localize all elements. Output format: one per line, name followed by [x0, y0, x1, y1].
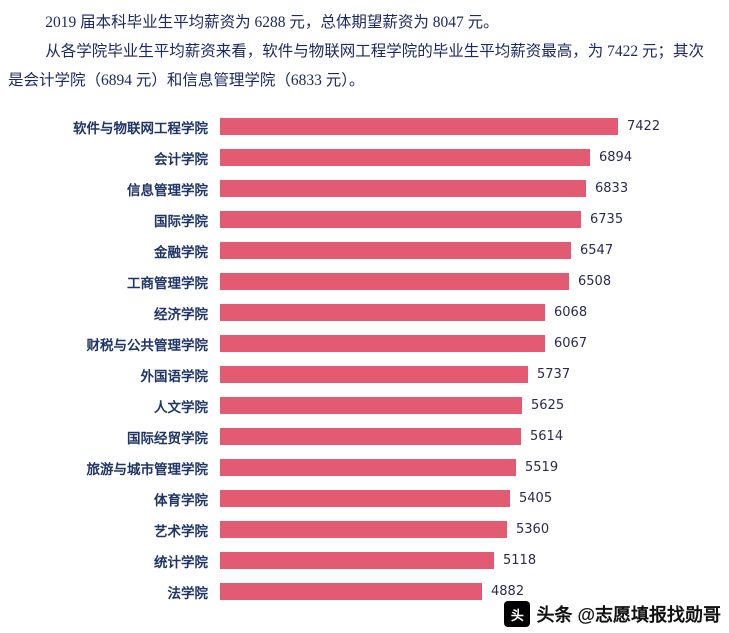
bar	[220, 273, 569, 290]
bar-row: 国际经贸学院 5614	[6, 421, 729, 452]
bar	[220, 490, 510, 507]
bar-value-label: 6833	[595, 181, 629, 196]
bar-row: 信息管理学院 6833	[6, 173, 729, 204]
bar	[220, 180, 586, 197]
bar-track: 6547	[220, 235, 729, 266]
bar	[220, 583, 482, 600]
bar	[220, 552, 494, 569]
bar-value-label: 6894	[599, 150, 633, 165]
bar-category-label: 财税与公共管理学院	[86, 337, 209, 353]
bar-value-label: 6068	[554, 305, 588, 320]
bar-row: 软件与物联网工程学院 7422	[6, 111, 729, 142]
bar	[220, 149, 590, 166]
bar-track: 5118	[220, 545, 729, 576]
bar-category-label: 法学院	[167, 585, 209, 601]
bar-row: 会计学院 6894	[6, 142, 729, 173]
bar-category-label: 统计学院	[154, 554, 208, 570]
toutiao-logo-icon: 头	[504, 601, 531, 627]
bar-category-label: 人文学院	[154, 399, 208, 415]
bar-track: 6068	[220, 297, 729, 328]
bar	[220, 397, 522, 414]
bar-category-label: 国际经贸学院	[127, 430, 208, 446]
bar-category-label: 外国语学院	[140, 368, 209, 384]
bar-row: 统计学院 5118	[6, 545, 729, 576]
bar-track: 5405	[220, 483, 729, 514]
bar-category-label: 经济学院	[154, 306, 208, 322]
bar	[220, 459, 516, 476]
bar-value-label: 4882	[491, 584, 525, 599]
bar-track: 7422	[220, 111, 729, 142]
bar	[220, 521, 507, 538]
bar-row: 体育学院 5405	[6, 483, 729, 514]
bar-category-label: 国际学院	[154, 213, 208, 229]
bar-row: 法学院 4882	[6, 576, 729, 607]
bar	[220, 211, 581, 228]
bar-track: 6508	[220, 266, 729, 297]
bar	[220, 428, 521, 445]
bar-value-label: 5405	[519, 491, 553, 506]
bar-value-label: 7422	[627, 119, 661, 134]
bar-row: 财税与公共管理学院 6067	[6, 328, 729, 359]
bar	[220, 366, 528, 383]
bar-value-label: 5737	[537, 367, 571, 382]
bar-category-label: 软件与物联网工程学院	[73, 120, 208, 136]
summary-paragraph-1: 2019 届本科毕业生平均薪资为 6288 元，总体期望薪资为 8047 元。	[45, 14, 499, 31]
bar-chart-rows: 软件与物联网工程学院 7422 会计学院 6894 信息管理学院 6833 国际学院 6735…	[6, 111, 729, 607]
summary-text-block: 2019 届本科毕业生平均薪资为 6288 元，总体期望薪资为 8047 元。 …	[0, 0, 729, 95]
bar-row: 人文学院 5625	[6, 390, 729, 421]
bar-track: 6067	[220, 328, 729, 359]
bar-track: 5625	[220, 390, 729, 421]
bar-value-label: 5360	[516, 522, 550, 537]
average-salary-bar-chart: 软件与物联网工程学院 7422 会计学院 6894 信息管理学院 6833 国际学院 6735…	[0, 111, 729, 607]
bar-value-label: 5614	[530, 429, 564, 444]
bar-track: 6894	[220, 142, 729, 173]
bar-category-label: 旅游与城市管理学院	[86, 461, 209, 477]
bar	[220, 304, 545, 321]
bar-row: 外国语学院 5737	[6, 359, 729, 390]
bar-category-label: 体育学院	[154, 492, 208, 508]
bar	[220, 335, 545, 352]
bar-row: 艺术学院 5360	[6, 514, 729, 545]
bar	[220, 242, 571, 259]
bar-value-label: 5519	[525, 460, 559, 475]
bar-track: 6833	[220, 173, 729, 204]
bar-category-label: 艺术学院	[154, 523, 208, 539]
bar-track: 4882	[220, 576, 729, 607]
bar-category-label: 工商管理学院	[127, 275, 208, 291]
watermark: 头 头条 @志愿填报找勋哥	[500, 599, 725, 629]
bar-track: 5614	[220, 421, 729, 452]
bar-row: 国际学院 6735	[6, 204, 729, 235]
bar-category-label: 会计学院	[154, 151, 208, 167]
bar-row: 经济学院 6068	[6, 297, 729, 328]
bar-row: 金融学院 6547	[6, 235, 729, 266]
bar-category-label: 信息管理学院	[127, 182, 208, 198]
bar-value-label: 6547	[580, 243, 614, 258]
bar-value-label: 6067	[554, 336, 588, 351]
bar-value-label: 5625	[531, 398, 565, 413]
bar-row: 工商管理学院 6508	[6, 266, 729, 297]
bar-value-label: 6508	[578, 274, 612, 289]
summary-paragraph-2: 从各学院毕业生平均薪资来看，软件与物联网工程学院的毕业生平均薪资最高，为 742…	[8, 43, 704, 89]
watermark-label: 头条 @志愿填报找勋哥	[536, 605, 721, 625]
bar-value-label: 5118	[503, 553, 537, 568]
bar-track: 6735	[220, 204, 729, 235]
bar-track: 5360	[220, 514, 729, 545]
bar	[220, 118, 618, 135]
bar-track: 5519	[220, 452, 729, 483]
bar-track: 5737	[220, 359, 729, 390]
bar-row: 旅游与城市管理学院 5519	[6, 452, 729, 483]
bar-category-label: 金融学院	[154, 244, 208, 260]
bar-value-label: 6735	[590, 212, 624, 227]
